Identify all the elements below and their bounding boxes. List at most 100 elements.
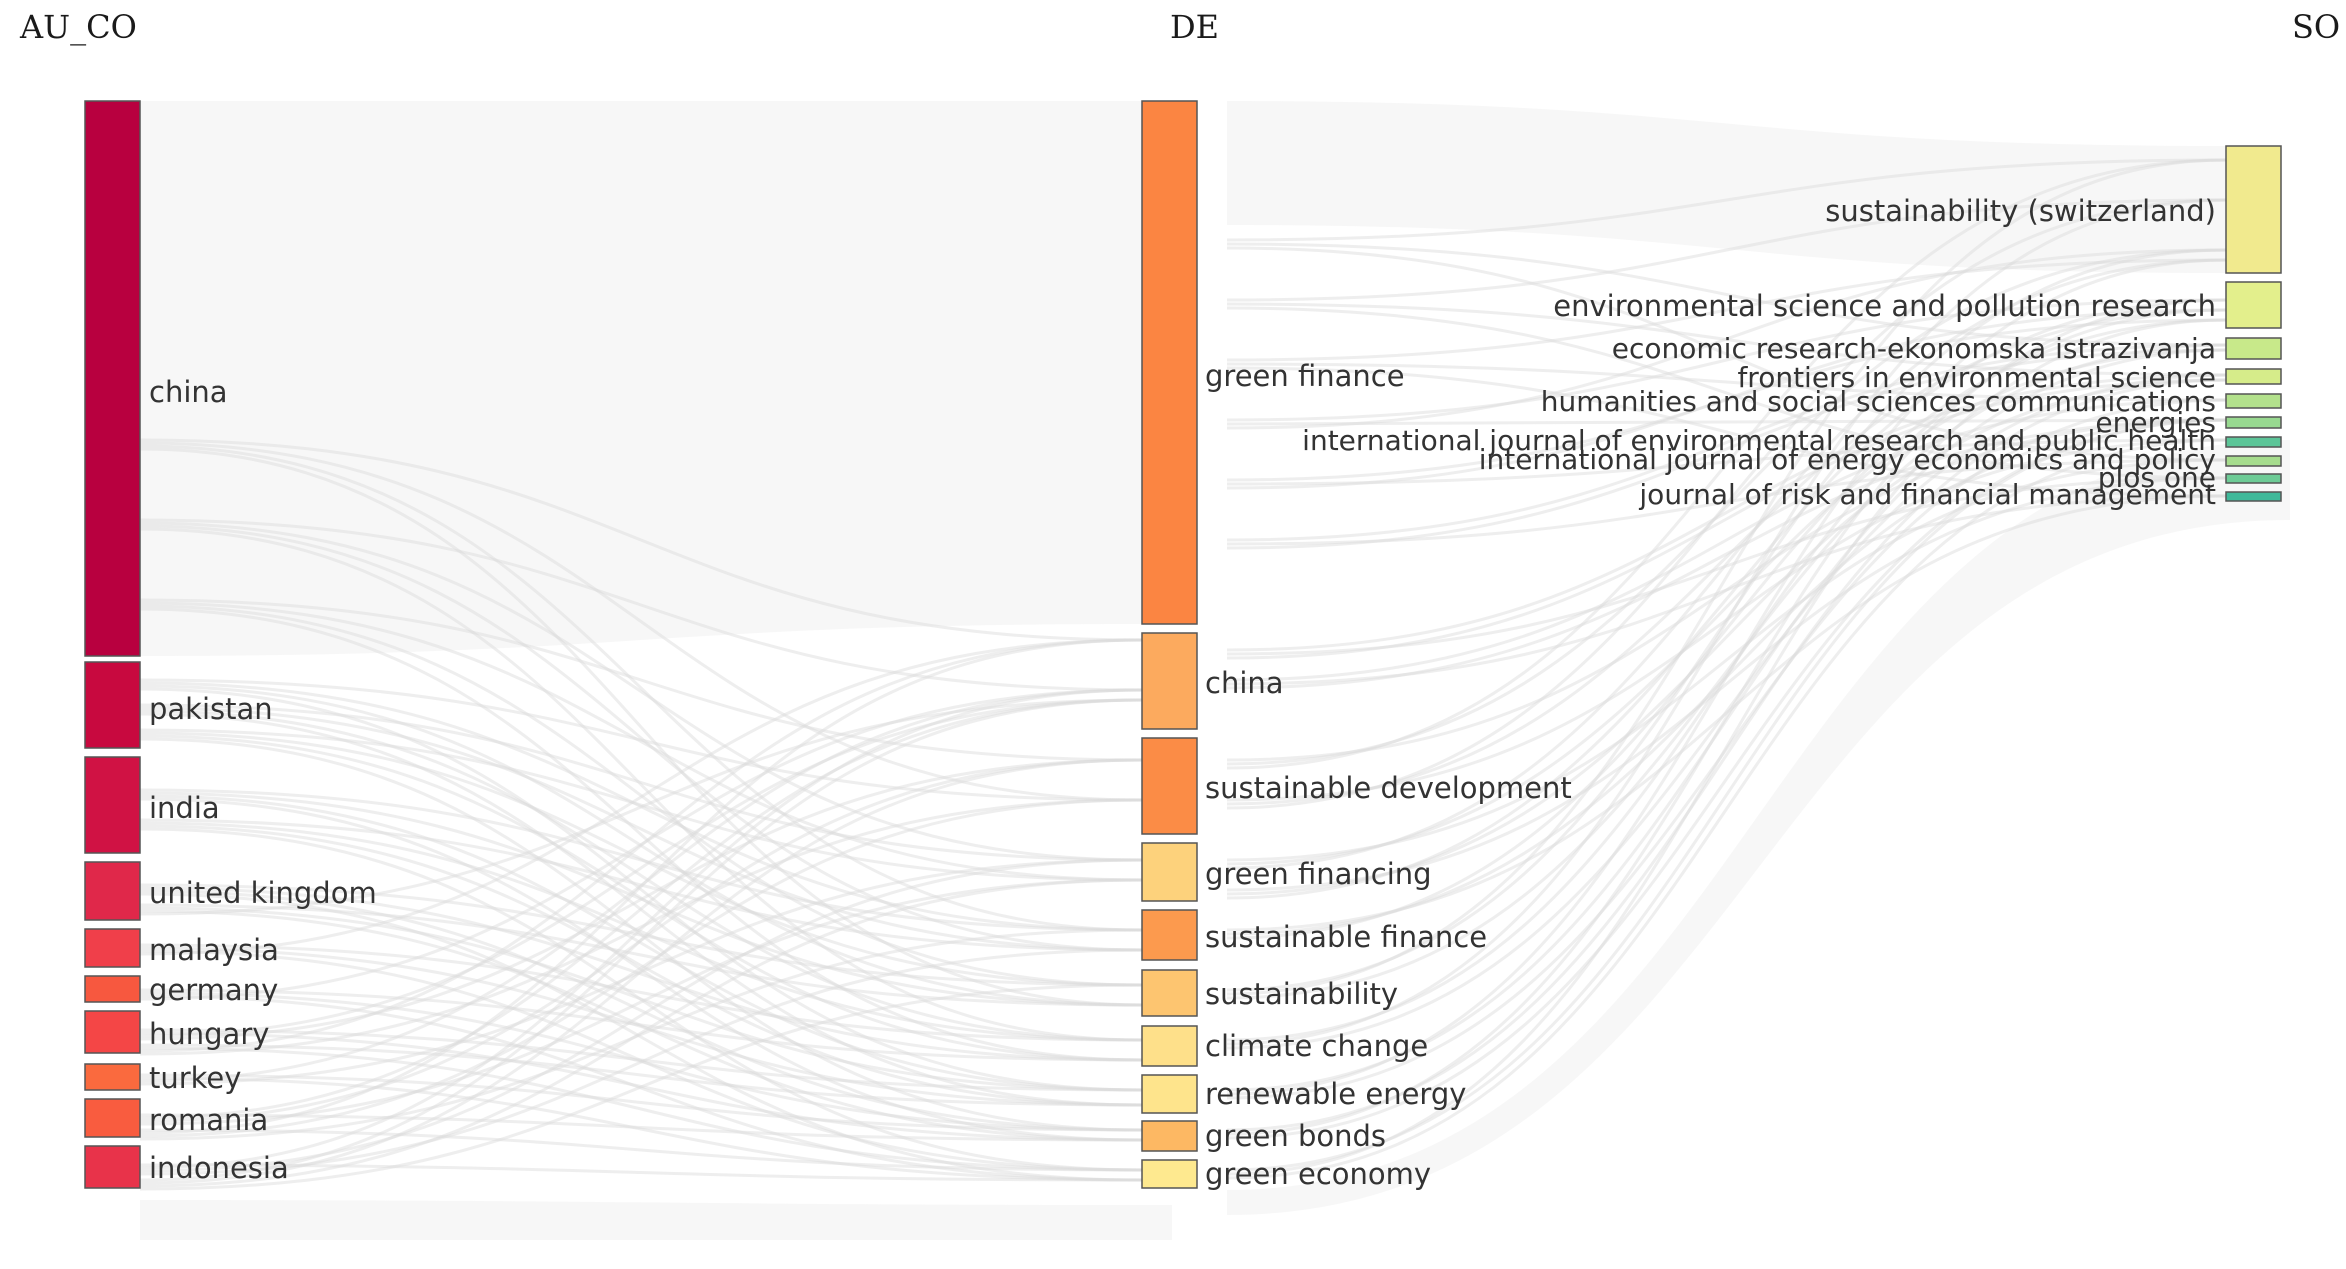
node-au-co-germany[interactable] (84, 975, 141, 1003)
link-de-so (1226, 476, 2227, 656)
link-de-so (1226, 158, 2227, 996)
link-au-de (139, 607, 1143, 1062)
link-au-de (139, 878, 1143, 1188)
node-so-humanities-and-social-sciences-communications[interactable] (2225, 393, 2282, 409)
link-de-so (1226, 494, 2227, 932)
link-de-so (1226, 476, 2227, 892)
link-de-so (1226, 248, 2227, 992)
node-so-frontiers-in-environmental-science[interactable] (2225, 368, 2282, 385)
node-de-sustainable-development[interactable] (1141, 737, 1198, 835)
link-de-so (1226, 373, 2227, 652)
node-label-de-climate-change: climate change (1205, 1029, 1428, 1063)
node-de-green-economy[interactable] (1141, 1159, 1198, 1189)
link-au-de (139, 948, 1143, 1176)
node-label-so-ijerph: international journal of environmental r… (1302, 424, 2216, 457)
node-label-au-co-pakistan: pakistan (149, 692, 273, 726)
node-so-ijerph[interactable] (2225, 436, 2282, 448)
node-de-green-finance[interactable] (1141, 100, 1198, 625)
node-de-green-bonds[interactable] (1141, 1120, 1198, 1152)
link-de-so (1226, 198, 2227, 302)
node-de-renewable-energy[interactable] (1141, 1074, 1198, 1114)
link-de-so (1226, 298, 2227, 900)
link-de-so (1226, 248, 2227, 766)
node-label-de-green-bonds: green bonds (1205, 1119, 1386, 1153)
link-au-de (139, 518, 1143, 692)
link-au-de (139, 788, 1143, 932)
node-so-journal-of-risk-and-financial-management[interactable] (2225, 491, 2282, 502)
node-au-co-indonesia[interactable] (84, 1145, 141, 1189)
link-au-de (139, 688, 1143, 1001)
link-au-de (139, 1163, 1143, 1182)
nodes-de: green finance china sustainable developm… (1141, 100, 1572, 1191)
link-de-so (1226, 373, 2227, 1050)
link-au-de (139, 527, 1143, 1042)
node-label-au-co-indonesia: indonesia (149, 1151, 289, 1185)
link-band-china-green-finance (140, 101, 1142, 436)
node-label-so-ijeep: international journal of energy economic… (1479, 443, 2216, 476)
node-au-co-india[interactable] (84, 756, 141, 854)
node-so-sustainability-switzerland[interactable] (2225, 145, 2282, 274)
node-so-energies[interactable] (2225, 416, 2282, 429)
node-label-so-energies: energies (2095, 406, 2216, 439)
node-au-co-malaysia[interactable] (84, 928, 141, 968)
link-au-de (139, 638, 1143, 1135)
node-label-au-co-turkey: turkey (149, 1061, 241, 1095)
link-au-de (139, 709, 1143, 1042)
node-au-co-china[interactable] (84, 100, 141, 657)
link-de-so (1226, 418, 2227, 426)
link-au-de (139, 524, 1143, 952)
node-label-so-environmental-science-and-pollution-research: environmental science and pollution rese… (1553, 289, 2216, 323)
link-de-so (1226, 298, 2227, 422)
node-de-sustainability[interactable] (1141, 969, 1198, 1017)
node-de-china[interactable] (1141, 632, 1198, 730)
link-au-de (139, 703, 1143, 862)
link-au-de (139, 758, 1143, 1123)
node-so-economic-research[interactable] (2225, 337, 2282, 360)
node-de-green-financing[interactable] (1141, 842, 1198, 902)
node-au-co-romania[interactable] (84, 1098, 141, 1138)
link-au-de (139, 878, 1143, 1126)
link-au-de (139, 758, 1143, 1185)
link-band-china-other (140, 436, 1142, 656)
link-au-de (139, 1028, 1143, 1092)
link-au-de (139, 1043, 1143, 1107)
node-label-au-co-romania: romania (149, 1103, 268, 1137)
node-au-co-hungary[interactable] (84, 1010, 141, 1054)
link-de-so (1226, 318, 2227, 1176)
node-label-de-green-finance: green finance (1205, 359, 1405, 393)
node-de-climate-change[interactable] (1141, 1025, 1198, 1067)
node-au-co-turkey[interactable] (84, 1063, 141, 1091)
link-au-de (139, 983, 1143, 1191)
node-label-au-co-india: india (149, 791, 220, 825)
link-de-so (1226, 198, 2227, 1046)
node-au-co-pakistan[interactable] (84, 661, 141, 749)
link-de-so (1226, 158, 2227, 770)
link-band-bottom-left (140, 1200, 1172, 1240)
node-so-environmental-science-and-pollution-research[interactable] (2225, 281, 2282, 329)
link-au-de (139, 1113, 1143, 1142)
node-label-so-frontiers-in-environmental-science: frontiers in environmental science (1737, 361, 2216, 394)
link-au-de (139, 798, 1143, 1138)
node-so-plos-one[interactable] (2225, 473, 2282, 484)
link-de-so (1226, 438, 2227, 802)
link-au-de (139, 688, 1143, 1170)
link-au-de (139, 698, 1143, 1038)
link-de-so (1226, 398, 2227, 1100)
link-au-de (139, 598, 1143, 762)
link-au-de (139, 447, 1143, 1007)
link-de-so (1226, 343, 2227, 542)
link-au-de (139, 706, 1143, 952)
link-au-de (139, 698, 1143, 1120)
link-au-de (139, 684, 1143, 1007)
link-au-de (139, 1046, 1143, 1172)
link-de-so (1226, 302, 2227, 377)
node-de-sustainable-finance[interactable] (1141, 909, 1198, 961)
node-au-co-united-kingdom[interactable] (84, 861, 141, 921)
link-au-de (139, 946, 1143, 1107)
node-label-au-co-germany: germany (149, 973, 278, 1007)
node-label-de-green-financing: green financing (1205, 857, 1432, 891)
link-au-de (139, 889, 1143, 1132)
link-de-so (1226, 248, 2227, 430)
link-de-so (1226, 366, 2227, 498)
node-so-ijeep[interactable] (2225, 455, 2282, 467)
